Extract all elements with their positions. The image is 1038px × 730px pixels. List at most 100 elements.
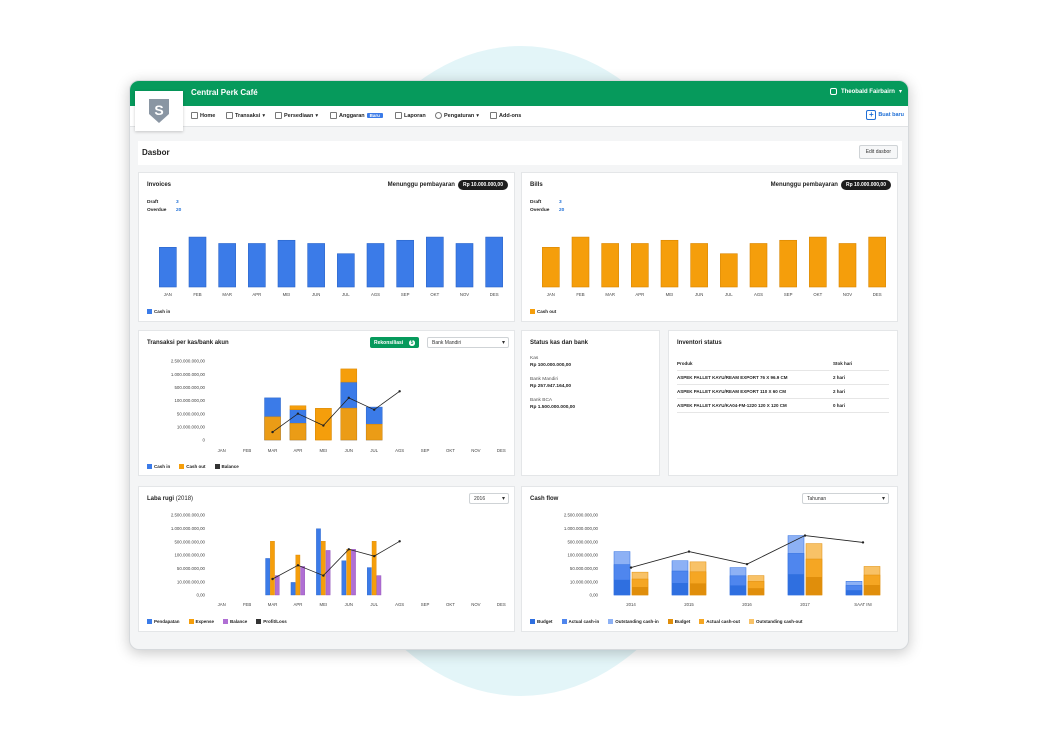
profit-loss-point <box>271 577 274 581</box>
status-bank-bca[interactable]: Bank BCA Rp 1.500.000.000,00 <box>530 398 575 410</box>
bills-overdue[interactable]: Overdue 20 <box>530 208 564 213</box>
awaiting-label: Menunggu pembayaran <box>770 182 838 188</box>
bar <box>809 236 827 288</box>
x-tick-label: FEB <box>243 602 251 607</box>
x-tick-label: APR <box>294 448 303 453</box>
bills-card: Bills Menunggu pembayaran Rp 10.000.000,0… <box>521 172 898 322</box>
x-tick-label: MAR <box>605 292 615 297</box>
table-row[interactable]: ASPEK PALLET KAYU/REAM EXPORT 110 X 60 C… <box>677 384 889 399</box>
x-tick-label: DES <box>490 292 499 297</box>
legend-outstanding-cash-in: Outstanding cash-in <box>608 619 659 624</box>
nav-addons[interactable]: Add-ons <box>490 112 521 119</box>
bar <box>426 236 444 288</box>
table-row[interactable]: ASPEK PALLET KAYU/KA04-FM-1220 120 X 120… <box>677 398 889 413</box>
x-tick-label: AGS <box>395 448 404 453</box>
legend-label: Cash out <box>537 309 557 314</box>
legend-balance: Balance <box>214 464 239 469</box>
chevron-down-icon: ▾ <box>881 496 885 502</box>
stock-cell: 2 hari <box>833 370 889 385</box>
x-tick-label: SEP <box>401 292 410 297</box>
profit-loss-line <box>272 540 400 580</box>
app-logo[interactable]: S <box>135 91 183 131</box>
legend-swatch <box>223 619 229 624</box>
legend-expense: Expense <box>188 619 215 624</box>
bills-awaiting[interactable]: Menunggu pembayaran Rp 10.000.000,00 <box>771 180 891 190</box>
balance-point <box>803 534 807 537</box>
x-tick-label: 2014 <box>626 602 636 607</box>
legend-swatch <box>749 619 755 624</box>
legend-actual-cash-out: Actual cash-out <box>699 619 740 624</box>
top-bar: Central Perk Café Theobald Fairbairn ▾ <box>130 81 908 106</box>
x-tick-label: JUL <box>725 292 733 297</box>
chevron-down-icon: ▾ <box>315 112 319 119</box>
bar-cash-out <box>365 423 383 441</box>
balance-point <box>271 430 274 434</box>
balance-line <box>272 390 400 433</box>
cash-flow-title: Cash flow <box>530 496 559 502</box>
bills-draft[interactable]: Draft 3 <box>530 200 562 205</box>
legend-label: Actual cash-in <box>568 619 600 624</box>
legend-balance: Balance <box>223 619 247 624</box>
bar-expense <box>346 549 351 596</box>
y-tick-label: 500.000.000,00 <box>174 539 205 544</box>
status-kas[interactable]: Kas Rp 100.000.000,00 <box>530 356 571 368</box>
bills-legend: Cash out <box>530 309 556 314</box>
x-tick-label: MAR <box>222 292 232 297</box>
table-row[interactable]: ASPEK PALLET KAYU/REAM EXPORT 76 X 96.9 … <box>677 370 889 385</box>
nav-anggaran[interactable]: Anggaran Baru <box>330 112 383 119</box>
x-tick-label: FEB <box>576 292 584 297</box>
y-tick-label: 500.000.000,00 <box>567 539 598 544</box>
period-select[interactable]: Tahunan ▾ <box>802 493 889 504</box>
status-bank-mandiri[interactable]: Bank Mandiri Rp 257.947.164,00 <box>530 377 571 389</box>
status-value: Rp 100.000.000,00 <box>530 363 572 368</box>
chevron-down-icon: ▾ <box>898 89 902 95</box>
bar-budget-out <box>690 583 706 595</box>
year-select[interactable]: 2016 ▾ <box>469 493 509 504</box>
company-name[interactable]: Central Perk Café <box>191 88 258 97</box>
nav-transaksi[interactable]: Transaksi ▾ <box>226 112 265 119</box>
bills-chart: JAN FEB MAR APR MEI JUN JUL AGS SEP OKT NOV DES <box>542 236 886 297</box>
bar-cash-out <box>289 423 307 441</box>
user-menu[interactable]: Theobald Fairbairn ▾ <box>829 88 902 95</box>
bar-budget-in <box>614 579 630 595</box>
laba-year: (2018) <box>175 496 194 502</box>
transaksi-card: Transaksi per kas/bank akun Rekonsiliasi… <box>138 330 515 476</box>
report-icon <box>395 112 402 119</box>
bills-title: Bills <box>530 182 543 188</box>
laba-legend: Pendapatan Expense Balance Profit/Loss <box>147 619 287 624</box>
invoices-chart: JAN FEB MAR APR MEI JUN JUL AGS SEP OKT NOV DES <box>159 236 503 297</box>
cash-flow-card: Cash flow Tahunan ▾ 2.500.000.000,00 1.000… <box>521 486 898 632</box>
nav-laporan[interactable]: Laporan <box>395 112 426 119</box>
edit-dashboard-button[interactable]: Edit dasbor <box>858 145 898 159</box>
legend-swatch <box>214 464 220 469</box>
create-new-label: Buat baru <box>878 112 904 118</box>
invoices-overdue[interactable]: Overdue 20 <box>147 208 181 213</box>
legend-outstanding-cash-out: Outstanding cash-out <box>749 619 803 624</box>
status-label: Kas <box>530 356 539 361</box>
bar-pendapatan <box>265 558 270 596</box>
invoices-awaiting[interactable]: Menunggu pembayaran Rp 10.000.000,00 <box>388 180 508 190</box>
balance-point <box>296 412 300 415</box>
x-tick-label: OKT <box>430 292 439 297</box>
bar <box>720 253 738 288</box>
x-tick-label: APR <box>294 602 303 607</box>
invoices-draft[interactable]: Draft 3 <box>147 200 179 205</box>
bar-cash-out <box>315 408 332 441</box>
account-select[interactable]: Bank Mandiri ▾ <box>427 337 509 348</box>
profit-loss-point <box>373 554 376 558</box>
nav-home[interactable]: Home <box>191 112 215 119</box>
x-tick-label: 2015 <box>684 602 694 607</box>
legend-label: Expense <box>195 619 215 624</box>
balance-point <box>687 550 691 553</box>
nav-persediaan[interactable]: Persediaan ▾ <box>275 112 318 119</box>
x-tick-label: SEP <box>784 292 793 297</box>
reconcile-button[interactable]: Rekonsiliasi 5 <box>370 337 420 348</box>
plus-icon: + <box>866 110 877 120</box>
nav-pengaturan[interactable]: Pengaturan ▾ <box>435 112 479 119</box>
legend-label: Pendapatan <box>154 619 180 624</box>
x-tick-label: AGS <box>395 602 404 607</box>
y-tick-label: 0,00 <box>589 593 598 598</box>
create-new-button[interactable]: + Buat baru <box>866 110 904 120</box>
shield-logo-icon: S <box>149 99 169 123</box>
bar <box>396 239 414 288</box>
